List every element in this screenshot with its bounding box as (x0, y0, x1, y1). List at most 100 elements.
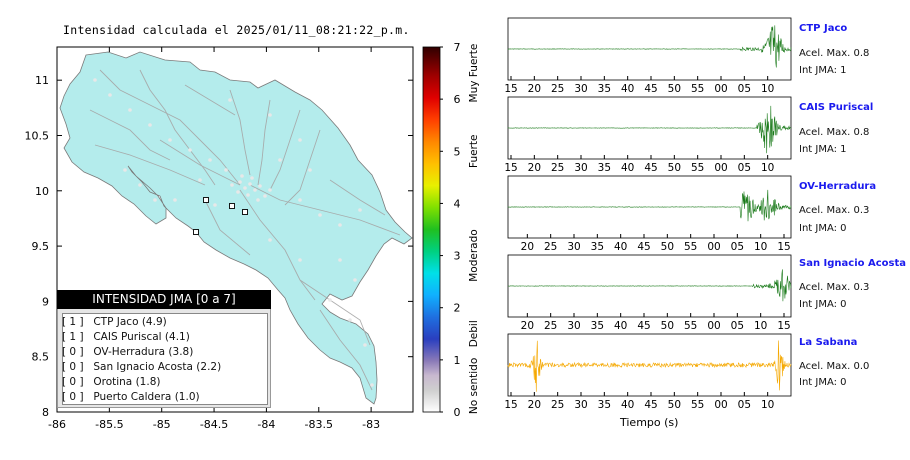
city-dot (93, 78, 97, 82)
city-dot (298, 198, 302, 202)
colorbar-category-labels: No sentido Debil Moderado Fuerte Muy Fuerte (468, 44, 480, 414)
city-dot (268, 238, 272, 242)
city-dot (173, 198, 177, 202)
trace-tick-label: 35 (591, 241, 604, 253)
city-dot (363, 343, 367, 347)
trace-tick-label: 20 (521, 241, 534, 253)
y-tick-label: 8 (42, 406, 49, 419)
trace-tick-label: 10 (761, 399, 774, 411)
colorbar-tick-label: 7 (454, 41, 461, 54)
trace-tick-label: 15 (504, 83, 517, 95)
city-dot (213, 203, 217, 207)
city-dot (238, 180, 242, 184)
city-dot (258, 184, 262, 188)
trace-tick-label: 30 (574, 83, 587, 95)
intensity-colorbar (422, 46, 441, 413)
trace-tick-label: 55 (691, 399, 704, 411)
city-dot (230, 183, 234, 187)
trace-tick-label: 45 (644, 399, 657, 411)
trace-tick-label: 15 (504, 399, 517, 411)
trace-station-name: CTP Jaco (799, 23, 848, 34)
x-tick-label: -83 (362, 418, 380, 431)
trace-tick-label: 40 (614, 320, 627, 332)
colorbar-ticks: 0 1 2 3 4 5 6 7 (440, 41, 461, 419)
trace-tick-label: 00 (707, 320, 720, 332)
trace-tick-label: 05 (738, 162, 751, 174)
trace-tick-label: 10 (754, 320, 767, 332)
waveform (507, 340, 792, 392)
y-tick-label: 11 (35, 74, 49, 87)
station-marker (242, 209, 248, 215)
station-marker (229, 203, 235, 209)
y-tick-label: 10 (35, 185, 49, 198)
trace-tick-label: 35 (598, 162, 611, 174)
trace-tick-label: 55 (691, 162, 704, 174)
trace-tick-label: 25 (544, 241, 557, 253)
station-points (93, 78, 374, 387)
city-dot (268, 113, 272, 117)
trace-tick-label: 55 (684, 320, 697, 332)
legend-marker: [ 1 ] (62, 331, 84, 343)
legend-item: [ 0 ] Orotina (1.8) (62, 376, 160, 388)
city-dot (353, 278, 357, 282)
trace-tick-label: 50 (668, 399, 681, 411)
trace-tick-label: 35 (598, 83, 611, 95)
city-dot (236, 190, 240, 194)
x-tick-label: -85.5 (95, 418, 123, 431)
city-dot (168, 138, 172, 142)
trace-tick-label: 45 (637, 320, 650, 332)
city-dot (246, 193, 250, 197)
trace-tick-label: 40 (621, 83, 634, 95)
waveform (508, 269, 792, 302)
trace-intensity: Int JMA: 0 (799, 299, 847, 310)
map-y-axis: 11 10.5 10 9.5 9 8.5 8 (25, 74, 413, 419)
city-dot (153, 198, 157, 202)
trace-panel: 15 20 25 30 35 40 45 50 55 00 05 10 (504, 17, 792, 95)
city-dot (188, 148, 192, 152)
city-dot (208, 158, 212, 162)
trace-tick-label: 00 (714, 162, 727, 174)
colorbar-tick-label: 1 (454, 354, 461, 367)
city-dot (308, 168, 312, 172)
trace-tick-label: 00 (707, 241, 720, 253)
city-dot (256, 198, 260, 202)
trace-station-name: La Sabana (799, 337, 858, 348)
trace-tick-label: 05 (738, 83, 751, 95)
city-dot (250, 176, 254, 180)
colorbar-gradient (422, 46, 441, 413)
x-tick-label: -83.5 (305, 418, 333, 431)
city-dot (123, 168, 127, 172)
trace-tick-label: 45 (644, 83, 657, 95)
colorbar-category: Muy Fuerte (468, 44, 480, 103)
trace-tick-label: 45 (637, 241, 650, 253)
legend-label: Orotina (1.8) (93, 376, 161, 388)
city-dot (224, 168, 228, 172)
legend-marker: [ 0 ] (62, 361, 84, 373)
city-dot (198, 178, 202, 182)
legend-label: CTP Jaco (4.9) (93, 316, 167, 328)
trace-tick-label: 55 (691, 83, 704, 95)
city-dot (348, 318, 352, 322)
time-axis-label: Tiempo (s) (620, 416, 679, 429)
map-title: Intensidad calculada el 2025/01/11_08:21… (63, 23, 410, 37)
trace-tick-label: 50 (661, 241, 674, 253)
legend-label: OV-Herradura (3.8) (93, 346, 194, 358)
legend-item: [ 0 ] San Ignacio Acosta (2.2) (62, 361, 221, 373)
legend-item: [ 0 ] Puerto Caldera (1.0) (62, 391, 200, 403)
trace-intensity: Int JMA: 0 (799, 377, 847, 388)
city-dot (298, 138, 302, 142)
map-frame (56, 46, 414, 413)
legend-inner (62, 313, 268, 405)
trace-tick-label: 40 (621, 399, 634, 411)
legend-label: CAIS Puriscal (4.1) (93, 331, 190, 343)
trace-tick-label: 55 (684, 241, 697, 253)
legend-label: San Ignacio Acosta (2.2) (93, 361, 222, 373)
city-dot (108, 93, 112, 97)
city-dot (338, 258, 342, 262)
trace-tick-label: 30 (574, 162, 587, 174)
legend-header: INTENSIDAD JMA [0 a 7] (57, 290, 271, 309)
waveform (507, 25, 792, 68)
station-marker (203, 197, 209, 203)
trace-tick-label: 25 (544, 320, 557, 332)
city-dot (318, 213, 322, 217)
